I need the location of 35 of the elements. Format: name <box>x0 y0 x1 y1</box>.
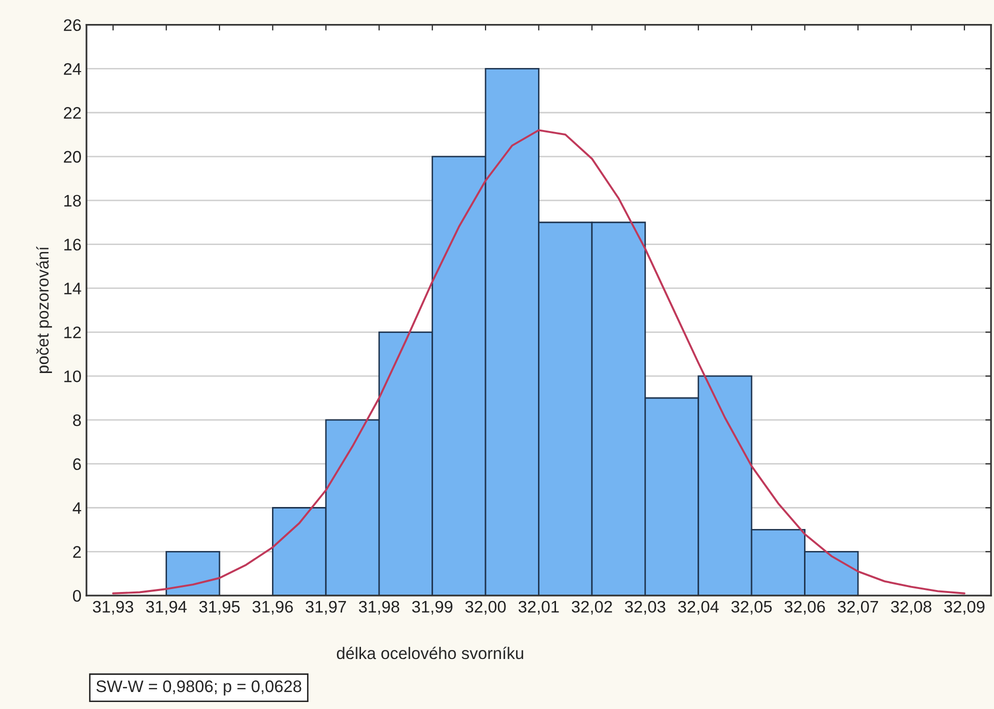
x-tick-label: 32,06 <box>784 600 825 615</box>
x-tick-label: 31,96 <box>252 600 293 615</box>
y-tick-label: 8 <box>73 414 81 426</box>
y-tick-label: 14 <box>64 282 82 294</box>
y-tick-label: 26 <box>64 19 81 32</box>
y-tick-label: 6 <box>73 458 81 470</box>
x-tick-label: 32,00 <box>465 600 506 615</box>
x-tick-label: 31,97 <box>306 600 346 615</box>
x-tick-label: 32,04 <box>678 600 719 615</box>
y-axis-title: počet pozorování <box>36 246 52 374</box>
x-tick-label: 32,08 <box>890 600 932 615</box>
y-tick-label: 24 <box>64 63 82 75</box>
x-tick-label: 31,99 <box>412 600 452 615</box>
x-tick-label: 32,01 <box>518 600 559 615</box>
x-tick-label: 32,02 <box>572 600 612 615</box>
y-tick-label: 10 <box>64 370 81 382</box>
x-tick-label: 31,98 <box>358 600 400 615</box>
y-tick-label: 22 <box>64 107 81 119</box>
x-tick-label: 31,95 <box>199 600 240 615</box>
y-tick-label: 0 <box>73 590 81 602</box>
y-tick-label: 4 <box>72 502 82 514</box>
y-tick-label: 12 <box>64 326 81 338</box>
x-axis-title: délka ocelového svorníku <box>336 646 524 660</box>
line-series <box>112 129 966 594</box>
y-tick-label: 20 <box>64 150 81 163</box>
y-tick-label: 18 <box>64 194 81 207</box>
x-tick-label: 31,93 <box>92 600 134 615</box>
x-tick-label: 32,05 <box>731 600 772 615</box>
y-tick-label: 16 <box>64 238 81 251</box>
x-tick-label: 32,09 <box>944 600 984 615</box>
x-tick-label: 32,03 <box>624 600 666 615</box>
text: SW-W = 0,9806; p = 0,0628 <box>96 680 302 696</box>
x-tick-label: 32,07 <box>838 600 878 615</box>
x-tick-label: 31,94 <box>146 600 187 615</box>
y-tick-label: 2 <box>73 546 81 558</box>
